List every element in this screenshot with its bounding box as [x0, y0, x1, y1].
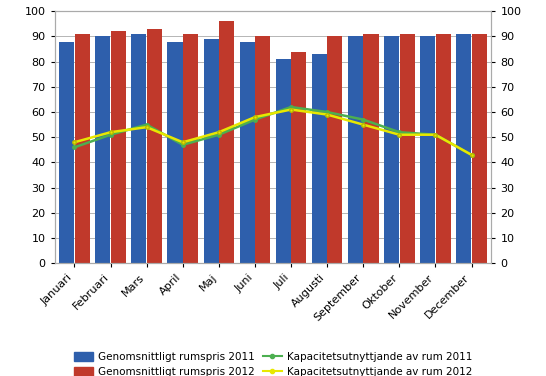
Bar: [183, 34, 198, 263]
Bar: [291, 52, 306, 263]
Bar: [131, 34, 146, 263]
Bar: [436, 34, 451, 263]
Bar: [204, 39, 218, 263]
Legend: Genomsnittligt rumspris 2011, Genomsnittligt rumspris 2012, Kapacitetsutnyttjand: Genomsnittligt rumspris 2011, Genomsnitt…: [70, 349, 476, 376]
Bar: [240, 41, 255, 263]
Bar: [219, 21, 234, 263]
Bar: [168, 41, 182, 263]
Bar: [364, 34, 378, 263]
Bar: [255, 36, 270, 263]
Bar: [420, 36, 435, 263]
Bar: [384, 36, 399, 263]
Bar: [456, 34, 471, 263]
Bar: [147, 29, 162, 263]
Bar: [348, 36, 363, 263]
Bar: [312, 54, 327, 263]
Bar: [111, 32, 126, 263]
Bar: [472, 34, 487, 263]
Bar: [59, 41, 74, 263]
Bar: [276, 59, 291, 263]
Bar: [328, 36, 342, 263]
Bar: [95, 36, 110, 263]
Bar: [400, 34, 415, 263]
Bar: [75, 34, 90, 263]
